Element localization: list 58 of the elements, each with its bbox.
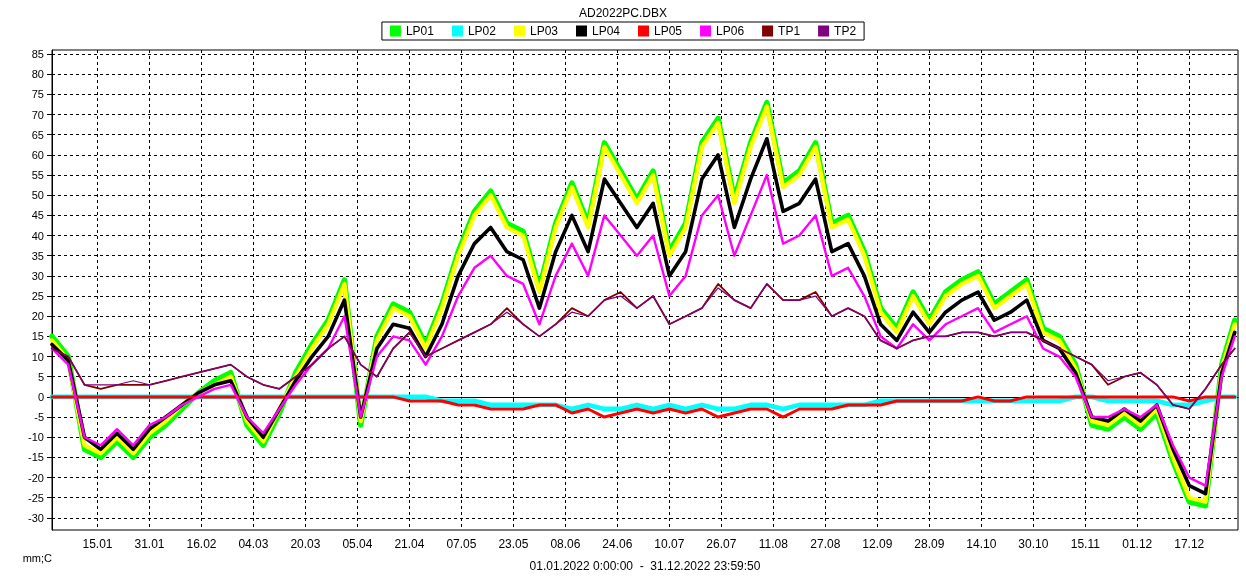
x-tick-label: 04.03 — [238, 537, 269, 551]
x-tick-label: 05.04 — [342, 537, 373, 551]
y-tick-label: 25 — [31, 290, 44, 303]
x-tick-label: 26.07 — [706, 537, 737, 551]
line-series — [50, 395, 1237, 419]
y-tick-label: 10 — [31, 350, 44, 363]
y-tick-label: 70 — [31, 108, 44, 121]
x-tick-label: 20.03 — [290, 537, 321, 551]
legend-label: LP03 — [529, 24, 559, 38]
x-tick-label: 27.08 — [810, 537, 841, 551]
x-tick-label: 23.05 — [498, 537, 529, 551]
chart-title: AD2022PC.DBX — [578, 6, 668, 20]
legend-label: LP06 — [716, 24, 745, 38]
x-tick-label: 14.10 — [966, 537, 997, 551]
legend-label: LP01 — [405, 24, 435, 38]
y-tick-label: 85 — [31, 48, 44, 61]
x-tick-label: 07.05 — [446, 537, 477, 551]
x-tick-label: 31.01 — [134, 537, 165, 551]
y-tick-label: -5 — [34, 411, 44, 424]
x-tick-label: 01.12 — [1122, 537, 1153, 551]
legend-label: LP04 — [591, 24, 621, 38]
legend-label: TP2 — [834, 24, 857, 38]
x-tick-label: 24.06 — [602, 537, 633, 551]
y-tick-label: -25 — [28, 491, 44, 504]
y-tick-label: -30 — [28, 511, 44, 524]
x-tick-label: 28.09 — [914, 537, 945, 551]
y-tick-label: -20 — [28, 471, 44, 484]
y-tick-label: 50 — [31, 189, 44, 202]
y-tick-label: -15 — [28, 451, 44, 464]
y-tick-label: 55 — [31, 169, 44, 182]
x-axis-title: 01.01.2022 0:00:00 - 31.12.2022 23:59:50 — [529, 559, 761, 573]
y-tick-label: 80 — [31, 68, 44, 81]
x-tick-label: 15.11 — [1070, 537, 1101, 551]
y-tick-label: 35 — [31, 249, 44, 262]
y-tick-label: 75 — [31, 88, 44, 101]
y-tick-label: -10 — [28, 431, 44, 444]
x-tick-label: 12.09 — [862, 537, 893, 551]
legend-label: LP02 — [467, 24, 497, 38]
y-tick-label: 15 — [31, 330, 44, 343]
x-tick-label: 30.10 — [1018, 537, 1049, 551]
legend-label: LP05 — [654, 24, 683, 38]
x-tick-label: 16.02 — [186, 537, 217, 551]
y-tick-label: 45 — [31, 209, 44, 222]
y-tick-label: 0 — [37, 390, 44, 403]
y-axis-title: mm;C — [22, 551, 53, 564]
x-tick-label: 15.01 — [82, 537, 113, 551]
y-tick-label: 30 — [31, 269, 44, 282]
x-tick-label: 08.06 — [550, 537, 581, 551]
y-tick-label: 5 — [37, 370, 44, 383]
y-tick-label: 40 — [31, 229, 44, 242]
x-tick-label: 10.07 — [654, 537, 685, 551]
x-tick-label: 11.08 — [758, 537, 789, 551]
x-tick-label: 21.04 — [394, 537, 425, 551]
y-tick-label: 60 — [31, 148, 44, 161]
y-tick-label: 65 — [31, 128, 44, 141]
legend-label: TP1 — [778, 24, 801, 38]
y-tick-label: 20 — [31, 310, 44, 323]
x-tick-label: 17.12 — [1174, 537, 1205, 551]
